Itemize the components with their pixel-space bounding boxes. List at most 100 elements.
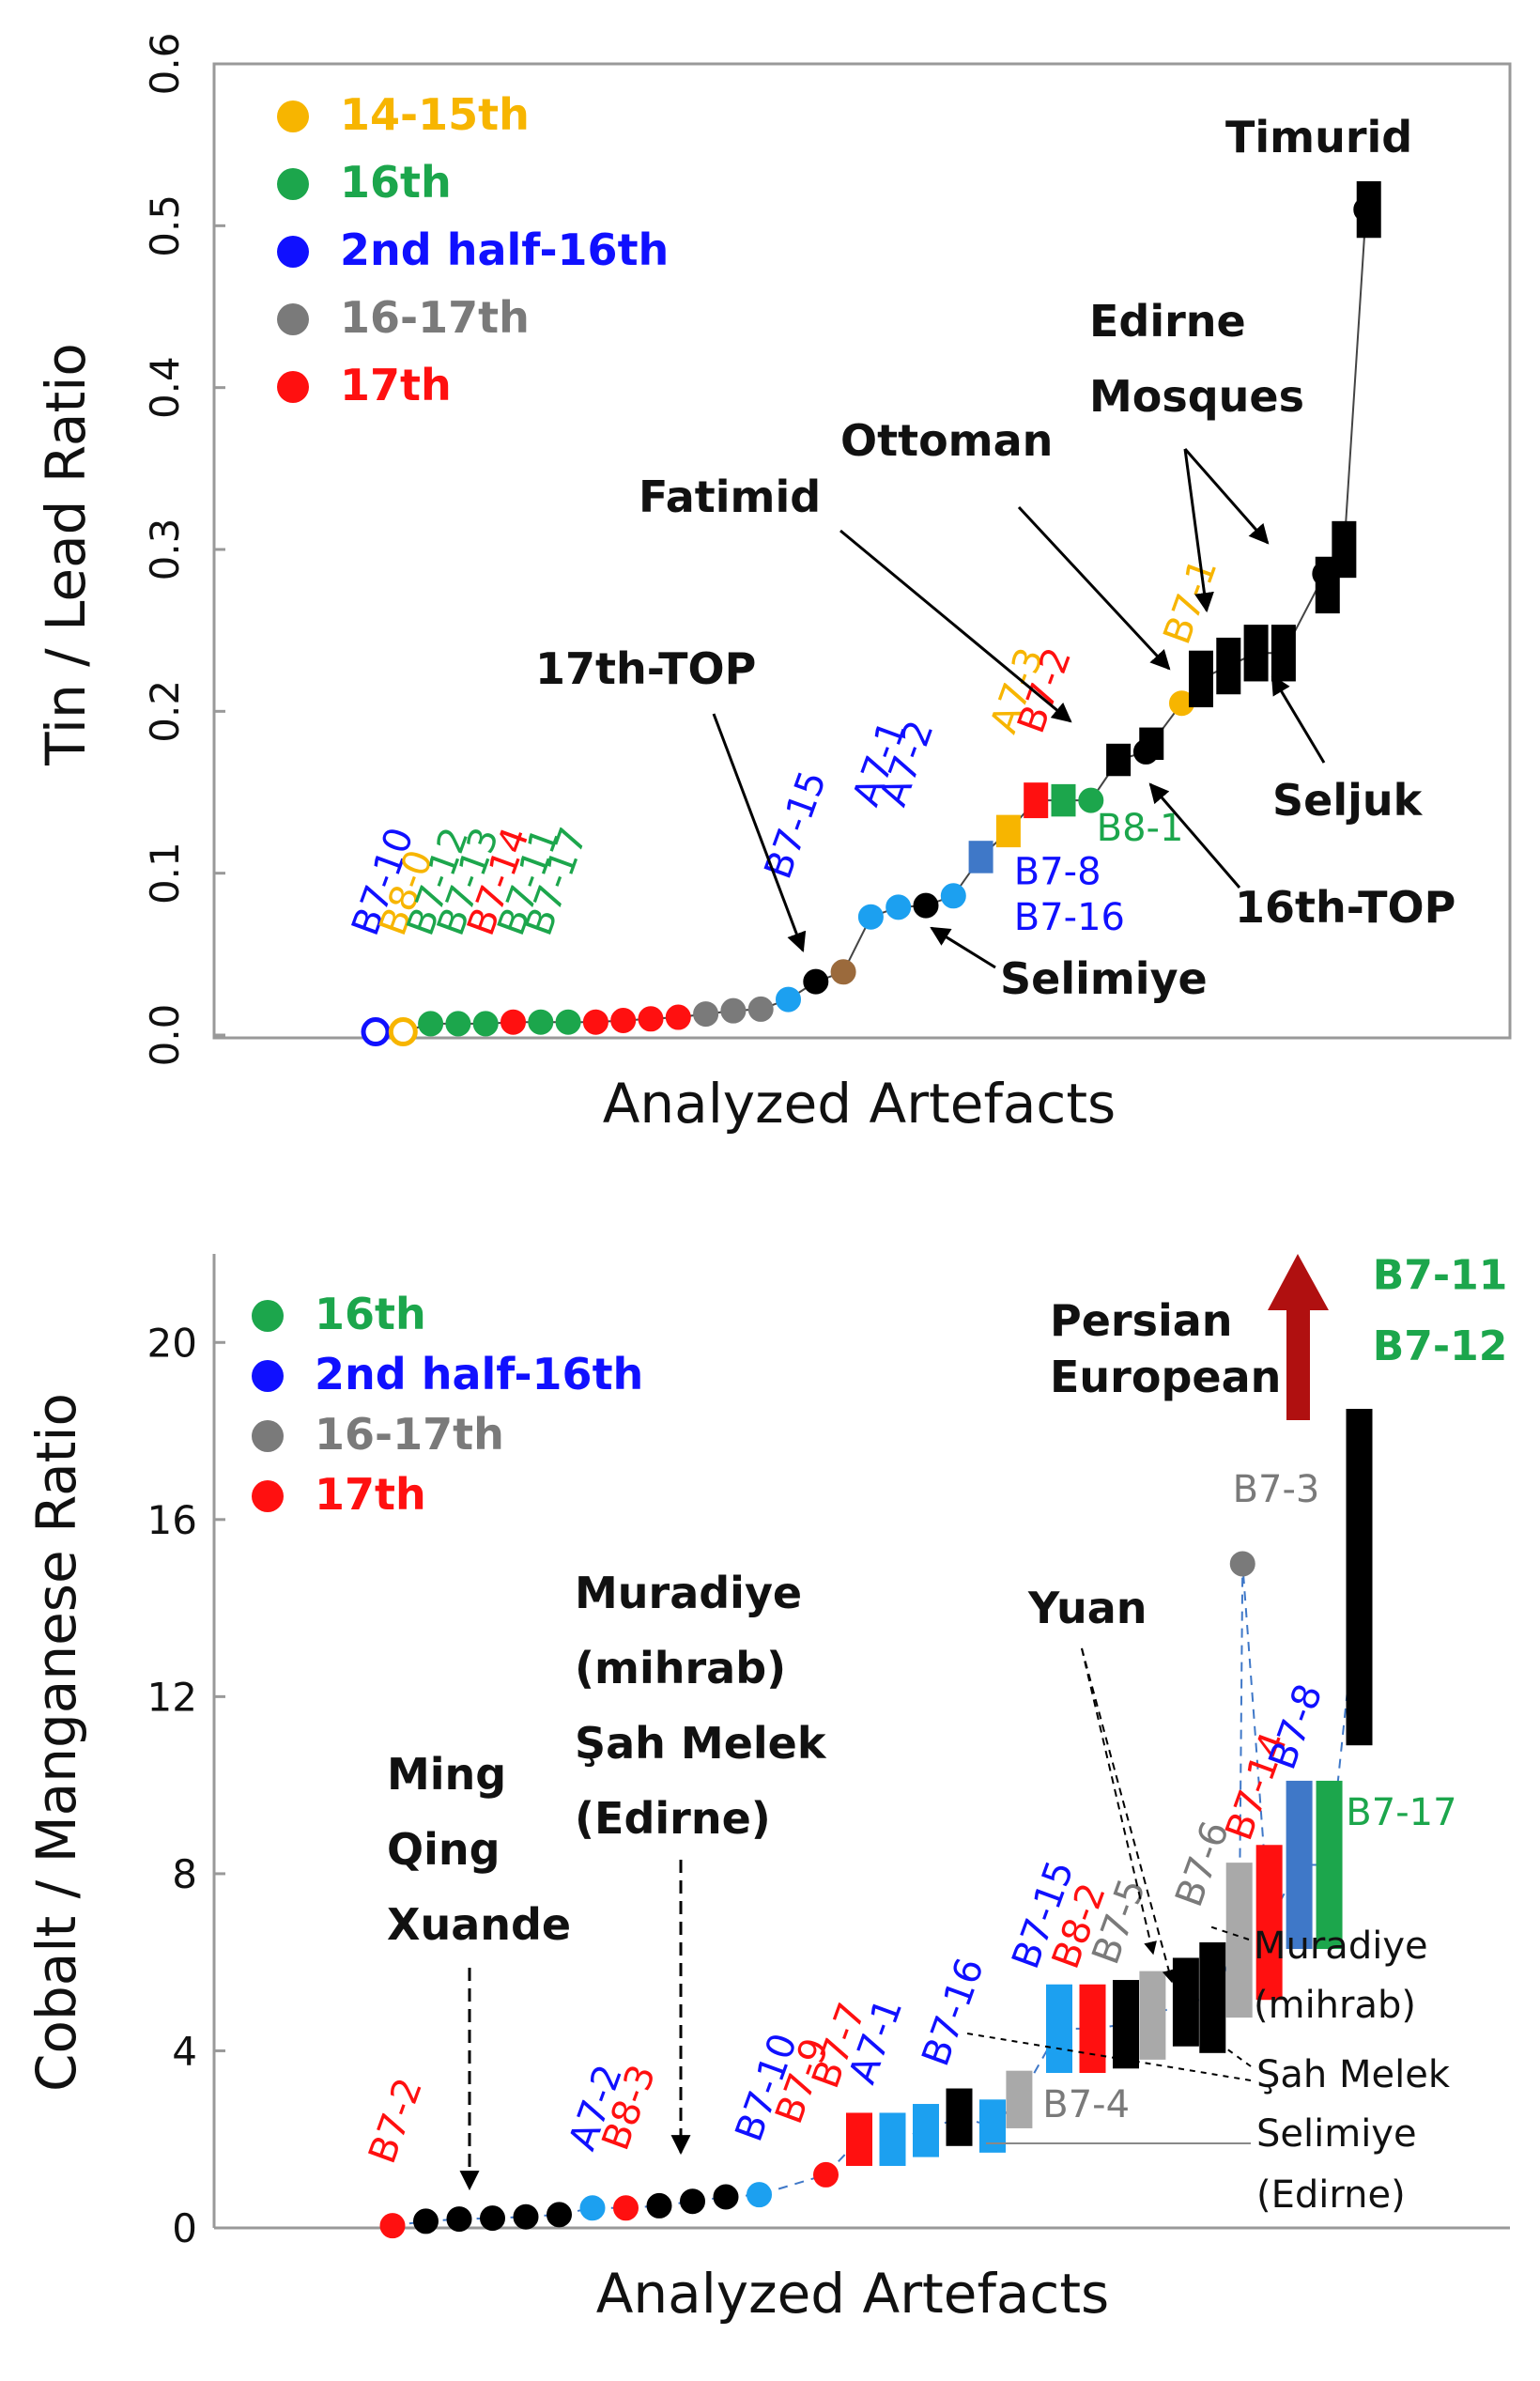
data-point <box>480 2205 505 2232</box>
point-label: B7-2 <box>361 2073 431 2170</box>
point-label: B7-16 <box>914 1953 993 2072</box>
legend-marker <box>252 1360 284 1392</box>
y-tick-label: 0.6 <box>142 33 188 96</box>
y-tick-label: 0.5 <box>142 194 188 257</box>
data-point <box>830 959 856 985</box>
arrow <box>712 713 807 952</box>
data-range-bar <box>1113 1980 1139 2069</box>
annotation-16th-top: 16th-TOP <box>1235 882 1455 933</box>
series-connector <box>376 209 1369 1033</box>
y-axis-ticks: 0 4 8 12 16 20 <box>147 1320 225 2251</box>
y-tick-label: 0.3 <box>142 518 188 581</box>
connector-line <box>376 209 1369 1033</box>
annotation-seljuk: Seljuk <box>1272 775 1424 826</box>
data-range-bar <box>1172 1957 1199 2047</box>
arrow <box>1017 505 1171 671</box>
data-range-bar <box>1051 783 1076 817</box>
data-range-bar <box>979 2099 1006 2153</box>
data-range-bar <box>968 841 993 874</box>
arrow <box>1081 1647 1176 1984</box>
data-range-bar <box>1139 1971 1166 2060</box>
annotation-mihrab: (mihrab) <box>575 1643 786 1693</box>
annotation-selimiye: Selimiye <box>1256 2112 1417 2156</box>
legend: 16th 2nd half-16th 16-17th 17th <box>252 1289 643 1520</box>
annotation-edirne-2: (Edirne) <box>1256 2173 1406 2217</box>
data-range-bar <box>1356 180 1381 239</box>
arrow <box>1183 448 1214 613</box>
data-point <box>582 1009 608 1035</box>
data-range-bar <box>1006 2070 1033 2128</box>
data-range-bar <box>913 2104 939 2157</box>
data-range-bar <box>1024 782 1049 819</box>
legend-marker <box>277 371 309 403</box>
legend-label: 17th <box>340 360 452 410</box>
legend-marker <box>252 1480 284 1512</box>
up-arrow-icon <box>1268 1254 1329 1420</box>
annotation-persian: Persian <box>1050 1295 1233 1346</box>
data-point <box>747 996 774 1022</box>
data-point <box>388 1017 418 1047</box>
y-axis-title: Tin / Lead Ratio <box>34 343 98 766</box>
y-tick-label: 8 <box>172 1851 197 1897</box>
annotation-muradiye-2: Muradiye <box>1254 1925 1428 1968</box>
data-point <box>547 2202 572 2228</box>
legend-marker <box>252 1420 284 1452</box>
y-tick-label: 0.2 <box>142 680 188 743</box>
legend-label: 2nd half-16th <box>315 1349 643 1399</box>
data-point <box>555 1009 581 1035</box>
data-point <box>747 2182 772 2208</box>
data-point <box>446 2206 472 2233</box>
annotation-17th-top: 17th-TOP <box>535 643 756 694</box>
annotation-yuan: Yuan <box>1027 1583 1147 1633</box>
data-point <box>379 2213 406 2239</box>
annotation-mihrab-2: (mihrab) <box>1254 1984 1416 2027</box>
legend-label: 16th <box>340 157 452 208</box>
data-point <box>361 1017 391 1047</box>
data-point <box>413 2208 439 2234</box>
data-range-bar <box>1199 1941 1226 2053</box>
data-point <box>500 1009 526 1035</box>
annotation-european: European <box>1050 1352 1281 1402</box>
legend-marker <box>277 303 309 335</box>
annotation-selimiye: Selimiye <box>1000 953 1208 1004</box>
point-label: B8-1 <box>1097 807 1184 850</box>
data-range-bar <box>995 814 1021 848</box>
annotation-muradiye: Muradiye <box>575 1568 802 1618</box>
y-tick-label: 0.4 <box>142 356 188 419</box>
annotation-fatimid: Fatimid <box>639 472 821 522</box>
data-range-bar <box>879 2112 906 2167</box>
data-range-bar <box>1079 1984 1106 2074</box>
data-point <box>886 894 912 920</box>
arrow <box>839 529 1072 723</box>
data-range-bar <box>1243 625 1269 682</box>
data-range-bar <box>1316 1780 1343 1950</box>
legend-marker <box>277 168 309 200</box>
data-marks <box>361 180 1381 1047</box>
point-label: B7-4 <box>1042 2083 1130 2126</box>
point-label: B7-16 <box>1014 896 1125 939</box>
data-point <box>776 986 801 1013</box>
data-point <box>680 2188 705 2215</box>
arrow <box>1270 674 1326 764</box>
annotation-qing: Qing <box>387 1824 500 1875</box>
data-range-bar <box>1216 637 1241 695</box>
x-axis-title: Analyzed Artefacts <box>596 2262 1110 2326</box>
data-range-bar <box>1106 743 1132 777</box>
leader-line <box>1206 1925 1250 1940</box>
data-range-bar <box>1270 625 1296 682</box>
data-point <box>528 1009 554 1035</box>
annotation-sah-melek: Şah Melek <box>575 1718 827 1769</box>
data-point <box>579 2195 606 2221</box>
data-point <box>713 2184 739 2210</box>
data-range-bar <box>946 2088 973 2146</box>
annotation-xuande: Xuande <box>387 1899 571 1950</box>
arrow <box>930 926 996 969</box>
data-point <box>940 883 966 909</box>
data-point <box>803 968 829 995</box>
annotation-edirne: (Edirne) <box>575 1793 771 1844</box>
tin-lead-chart: 0.0 0.1 0.2 0.3 0.4 0.5 0.6 B7-10B8-0B7-12B7-1… <box>34 33 1512 1136</box>
data-point <box>613 2195 639 2221</box>
data-point <box>1078 787 1104 813</box>
annotation-mosques: Mosques <box>1089 371 1304 422</box>
